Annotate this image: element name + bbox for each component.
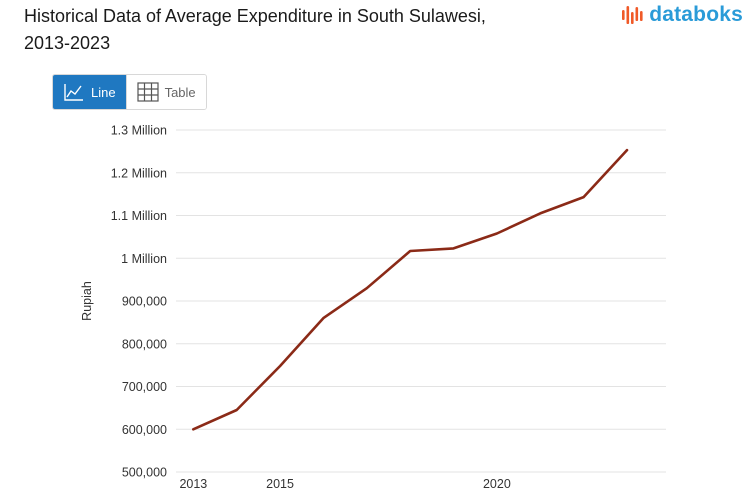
data-point bbox=[625, 148, 629, 152]
line-view-label: Line bbox=[91, 84, 116, 100]
table-grid-icon bbox=[136, 82, 159, 102]
y-tick-label: 600,000 bbox=[122, 423, 167, 437]
data-point bbox=[538, 211, 542, 215]
data-point bbox=[582, 195, 586, 199]
view-toggle: Line Table bbox=[52, 74, 207, 110]
chart-title: Historical Data of Average Expenditure i… bbox=[24, 3, 584, 57]
y-axis-label: Rupiah bbox=[80, 281, 94, 321]
chart-title-line-1: Historical Data of Average Expenditure i… bbox=[24, 6, 486, 26]
table-view-button[interactable]: Table bbox=[125, 75, 206, 109]
y-tick-label: 1.3 Million bbox=[111, 124, 167, 138]
y-tick-label: 500,000 bbox=[122, 466, 167, 480]
series-line bbox=[192, 148, 629, 431]
y-tick-label: 800,000 bbox=[122, 337, 167, 351]
data-point bbox=[321, 316, 325, 320]
data-point bbox=[452, 246, 456, 250]
y-tick-label: 900,000 bbox=[122, 295, 167, 309]
line-view-button[interactable]: Line bbox=[53, 75, 126, 109]
y-tick-label: 1.1 Million bbox=[111, 209, 167, 223]
data-point bbox=[235, 408, 239, 412]
y-tick-label: 1 Million bbox=[121, 252, 167, 266]
chart-title-line-2: 2013-2023 bbox=[24, 33, 111, 53]
brand-name: databoks bbox=[649, 3, 743, 26]
databoks-logo-icon bbox=[622, 6, 643, 24]
table-view-label: Table bbox=[164, 84, 196, 100]
data-point bbox=[191, 427, 195, 431]
x-tick-label: 2020 bbox=[483, 477, 511, 491]
x-tick-label: 2013 bbox=[179, 477, 207, 491]
data-point bbox=[365, 286, 369, 290]
line-chart-icon bbox=[64, 84, 83, 101]
data-point bbox=[408, 249, 412, 253]
x-tick-label: 2015 bbox=[266, 477, 294, 491]
y-tick-label: 1.2 Million bbox=[111, 166, 167, 180]
brand-logo: databoks bbox=[621, 3, 743, 27]
y-tick-label: 700,000 bbox=[122, 380, 167, 394]
data-point bbox=[278, 364, 282, 368]
data-point bbox=[495, 231, 499, 235]
